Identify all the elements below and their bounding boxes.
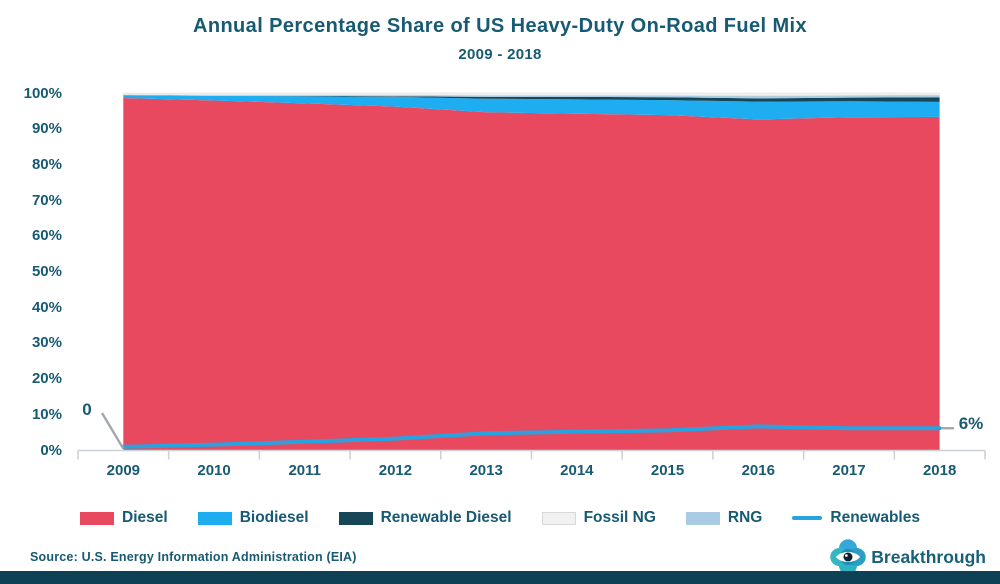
annotation-0: 0 xyxy=(82,400,92,419)
area-renewable-diesel xyxy=(123,95,940,102)
annotation-6-: 6% xyxy=(958,414,984,433)
legend-label: Renewable Diesel xyxy=(380,509,512,526)
legend-swatch-renewables-icon xyxy=(792,516,823,520)
line-renewables xyxy=(121,424,942,449)
chart-subtitle: 2009 - 2018 xyxy=(458,46,542,63)
chart-title: Annual Percentage Share of US Heavy-Duty… xyxy=(192,15,808,37)
x-axis-label: 2013 xyxy=(469,462,503,479)
legend-item-diesel: Diesel xyxy=(80,509,168,527)
source-note: Source: U.S. Energy Information Administ… xyxy=(30,550,357,564)
legend-label: Renewables xyxy=(830,509,920,526)
legend-swatch-fossil-ng-icon xyxy=(541,511,576,525)
breakthrough-eye-logo-icon xyxy=(830,539,866,575)
y-axis-label: 80% xyxy=(31,155,62,173)
y-axis-label: 70% xyxy=(31,191,62,209)
brand-block: Breakthrough xyxy=(830,539,986,575)
area-rng xyxy=(123,94,940,99)
legend-swatch-renewable-diesel-icon xyxy=(338,511,373,525)
x-axis-label: 2012 xyxy=(378,462,413,479)
chart-legend: Diesel Biodiesel Renewable Diesel Fossil NG… xyxy=(0,504,1000,532)
x-axis-label: 2014 xyxy=(560,462,594,479)
area-biodiesel xyxy=(123,95,940,120)
stacked-area-plot xyxy=(77,92,986,460)
x-axis-label: 2018 xyxy=(922,462,957,479)
area-fossil-ng xyxy=(123,92,940,97)
y-axis-label: 100% xyxy=(23,84,62,102)
y-axis-label: 40% xyxy=(31,298,62,316)
legend-label: Biodiesel xyxy=(239,509,309,526)
y-axis-label: 10% xyxy=(31,405,62,423)
legend-item-renewables: Renewables xyxy=(792,509,920,527)
y-axis-label: 30% xyxy=(31,334,62,352)
legend-label: Diesel xyxy=(122,509,168,526)
x-axis-label: 2016 xyxy=(741,462,775,479)
legend-item-fossil-ng: Fossil NG xyxy=(541,509,656,527)
leader-line-left xyxy=(100,412,125,450)
brand-name: Breakthrough xyxy=(871,546,986,567)
y-axis-label: 20% xyxy=(31,370,62,388)
y-axis-label: 50% xyxy=(31,263,62,280)
area-diesel xyxy=(123,98,940,450)
y-axis-label: 0% xyxy=(40,441,62,459)
legend-swatch-diesel-icon xyxy=(80,511,115,525)
legend-item-renewable-diesel: Renewable Diesel xyxy=(338,509,512,527)
legend-label: Fossil NG xyxy=(583,509,656,526)
legend-item-biodiesel: Biodiesel xyxy=(197,509,309,527)
x-axis-label: 2009 xyxy=(106,462,141,479)
footer-bar xyxy=(0,571,1000,584)
x-axis-label: 2015 xyxy=(650,462,685,479)
x-axis-label: 2011 xyxy=(288,462,322,479)
legend-label: RNG xyxy=(727,509,763,526)
legend-swatch-biodiesel-icon xyxy=(197,511,232,525)
x-axis-label: 2017 xyxy=(832,462,866,479)
y-axis-label: 90% xyxy=(31,120,62,138)
legend-swatch-rng-icon xyxy=(685,511,720,525)
y-axis-label: 60% xyxy=(31,227,62,245)
legend-item-rng: RNG xyxy=(685,509,763,527)
x-axis-label: 2010 xyxy=(197,462,231,479)
